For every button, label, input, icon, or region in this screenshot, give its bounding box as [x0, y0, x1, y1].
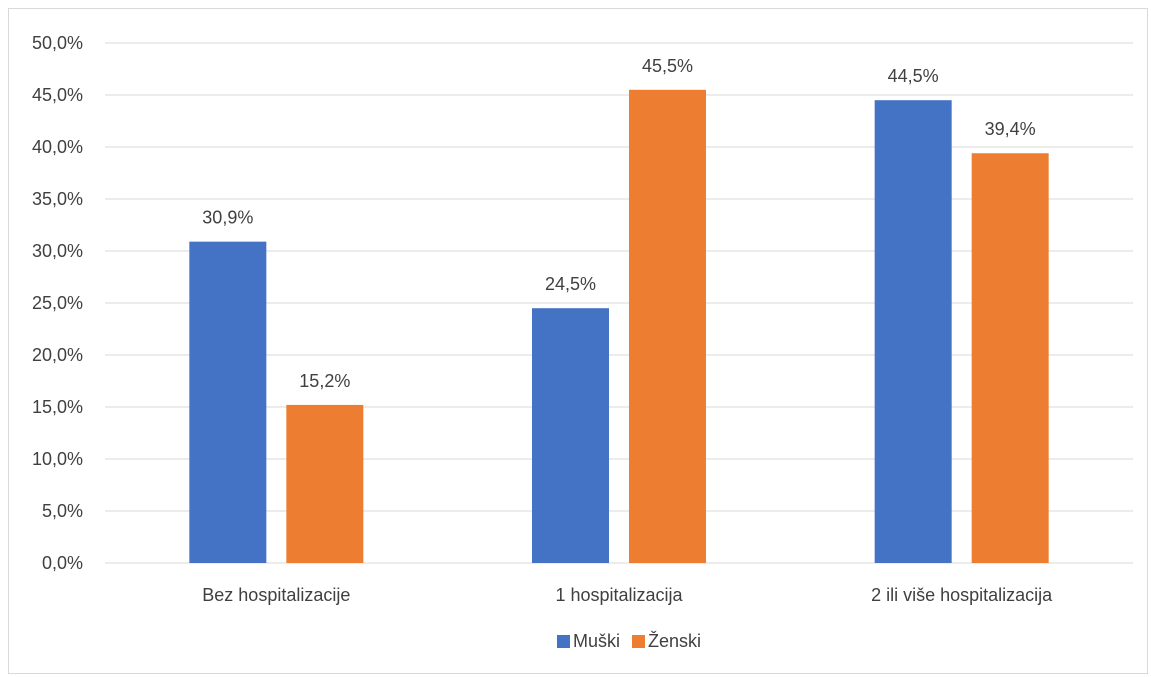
legend-swatch-muski	[556, 635, 570, 648]
y-tick-label: 10,0%	[32, 449, 83, 469]
data-labels: 30,9% 15,2% 24,5% 45,5% 44,5% 39,4%	[202, 56, 1035, 391]
y-tick-label: 40,0%	[32, 137, 83, 157]
x-axis-category-labels: Bez hospitalizacije 1 hospitalizacija 2 il…	[202, 585, 1053, 605]
bar-zenski	[629, 89, 706, 564]
legend-swatch-zenski	[632, 635, 645, 648]
legend-label-zenski: Ženski	[648, 631, 701, 651]
gridlines	[105, 42, 1133, 564]
data-label: 24,5%	[545, 274, 596, 294]
category-label: 2 ili više hospitalizacija	[871, 585, 1053, 605]
legend: Muški Ženski	[556, 631, 701, 651]
bar-zenski	[971, 153, 1049, 564]
legend-label-muski: Muški	[573, 631, 620, 651]
y-tick-label: 0,0%	[42, 553, 83, 573]
y-tick-label: 45,0%	[32, 85, 83, 105]
data-label: 44,5%	[888, 66, 939, 86]
y-axis-tick-labels: 0,0% 5,0% 10,0% 15,0% 20,0% 25,0% 30,0% 35,0% 40…	[32, 33, 83, 573]
data-label: 15,2%	[299, 371, 350, 391]
y-tick-label: 5,0%	[42, 501, 83, 521]
bar-muski	[874, 100, 952, 563]
y-tick-label: 35,0%	[32, 189, 83, 209]
data-label: 30,9%	[202, 208, 253, 228]
bar-zenski	[286, 404, 364, 563]
data-label: 39,4%	[985, 119, 1036, 139]
y-tick-label: 25,0%	[32, 293, 83, 313]
y-tick-label: 50,0%	[32, 33, 83, 53]
y-tick-label: 20,0%	[32, 345, 83, 365]
y-tick-label: 30,0%	[32, 241, 83, 261]
category-label: 1 hospitalizacija	[555, 585, 683, 605]
category-label: Bez hospitalizacije	[202, 585, 350, 605]
bars	[189, 89, 1049, 564]
y-tick-label: 15,0%	[32, 397, 83, 417]
bar-muski	[189, 241, 267, 563]
bar-muski	[532, 308, 609, 563]
data-label: 45,5%	[642, 56, 693, 76]
